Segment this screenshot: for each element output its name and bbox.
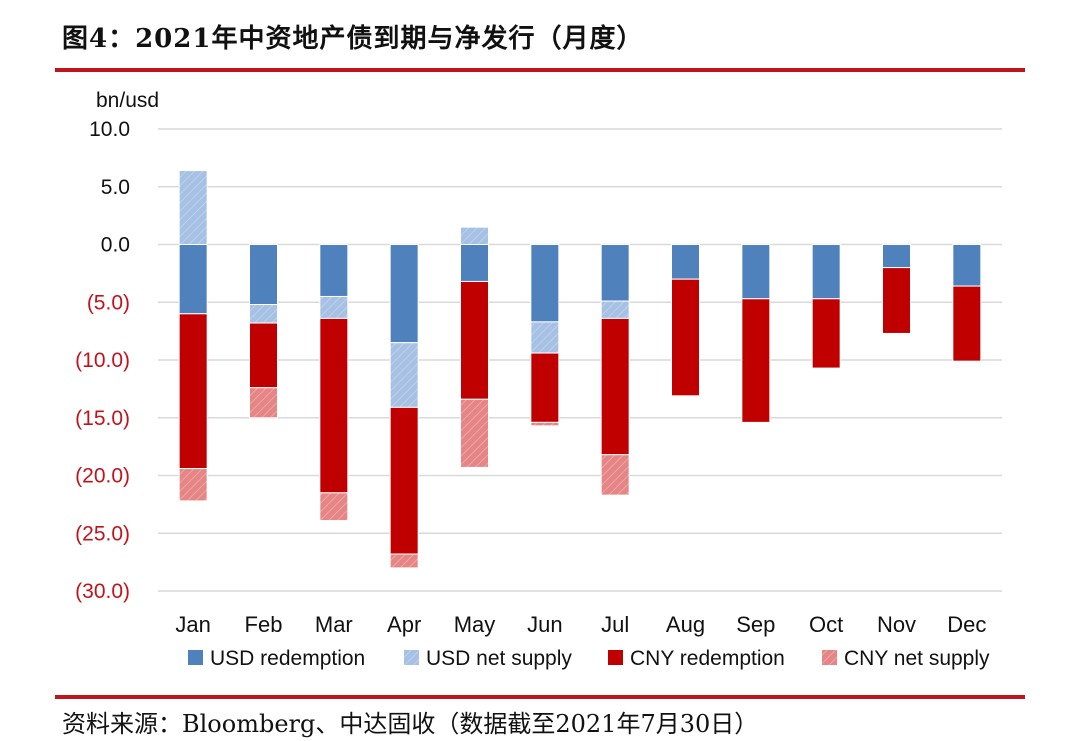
bar-cny-net-supply [178,468,208,502]
x-tick-label: Jun [527,612,562,637]
bars [178,170,982,569]
legend-swatch [188,650,203,665]
axis-ticks: 10.0 5.0 0.0 (5.0) (10.0) (15.0) (20.0) (25.0) (… [75,118,986,637]
bar-cny-redemption [530,352,560,423]
bar-cny-redemption [811,298,841,369]
bar-cny-net-supply [600,454,630,496]
x-tick-label: Jan [175,612,210,637]
x-tick-label: Apr [387,612,421,637]
y-tick-label: (10.0) [75,349,130,372]
bar-usd-net-supply [600,300,630,319]
bar-usd-redemption [460,244,489,282]
bar-cny-redemption [671,278,700,397]
chart-title: 图4：2021年中资地产债到期与净发行（月度） [62,24,644,54]
x-tick-label: Feb [245,612,283,637]
bar-cny-redemption [460,280,489,400]
bar-usd-redemption [882,244,911,269]
y-tick-label: (30.0) [75,580,130,603]
bar-usd-redemption [178,244,208,315]
bar-usd-net-supply [178,170,208,245]
y-tick-label: 5.0 [101,176,130,199]
bar-usd-redemption [811,244,841,300]
bar-usd-redemption [389,244,419,344]
bar-usd-net-supply [460,226,489,246]
bar-cny-net-supply [389,553,419,569]
x-tick-label: Sep [736,612,775,637]
x-tick-label: May [454,612,496,637]
bar-usd-net-supply [319,295,349,319]
bar-cny-redemption [952,285,982,362]
legend-swatch [608,650,623,665]
legend-label: CNY net supply [844,647,990,670]
y-tick-label: (5.0) [87,291,130,314]
bar-cny-redemption [741,298,771,423]
legend: USD redemption USD net supply CNY redempti… [188,647,990,670]
legend-label: USD redemption [210,647,365,670]
y-tick-label: (20.0) [75,465,130,488]
legend-swatch [822,650,837,665]
legend-label: USD net supply [426,647,572,670]
bar-cny-net-supply [249,387,278,419]
bar-usd-redemption [249,244,278,306]
bar-cny-net-supply [530,421,560,427]
bar-usd-net-supply [530,321,560,354]
bar-usd-net-supply [389,342,419,408]
bar-cny-net-supply [319,492,349,522]
bar-usd-redemption [319,244,349,297]
bar-cny-redemption [319,317,349,494]
x-tick-label: Jul [601,612,629,637]
bar-usd-redemption [671,244,700,280]
bar-cny-redemption [178,313,208,470]
x-tick-label: Oct [809,612,843,637]
source-note: 资料来源：Bloomberg、中达固收（数据截至2021年7月30日） [62,710,759,738]
gridlines [158,128,1002,592]
legend-swatch [404,650,419,665]
y-tick-label: 10.0 [89,118,130,141]
legend-label: CNY redemption [630,647,785,670]
y-tick-label: (15.0) [75,407,130,430]
bar-usd-redemption [530,244,560,323]
bar-cny-redemption [249,322,278,389]
bar-usd-net-supply [249,304,278,324]
x-tick-label: Dec [947,612,986,637]
x-tick-label: Aug [666,612,705,637]
bar-cny-redemption [600,317,630,456]
x-tick-label: Mar [315,612,353,637]
bar-cny-redemption [389,406,419,555]
bar-cny-redemption [882,267,911,334]
y-axis-unit-label: bn/usd [96,89,159,112]
bar-usd-redemption [741,244,771,300]
y-tick-label: 0.0 [101,234,130,257]
bar-cny-net-supply [460,398,489,468]
y-tick-label: (25.0) [75,522,130,545]
title-divider [55,68,1025,72]
bar-usd-redemption [600,244,630,302]
source-divider [55,695,1025,699]
bar-usd-redemption [952,244,982,287]
x-tick-label: Nov [877,612,916,637]
